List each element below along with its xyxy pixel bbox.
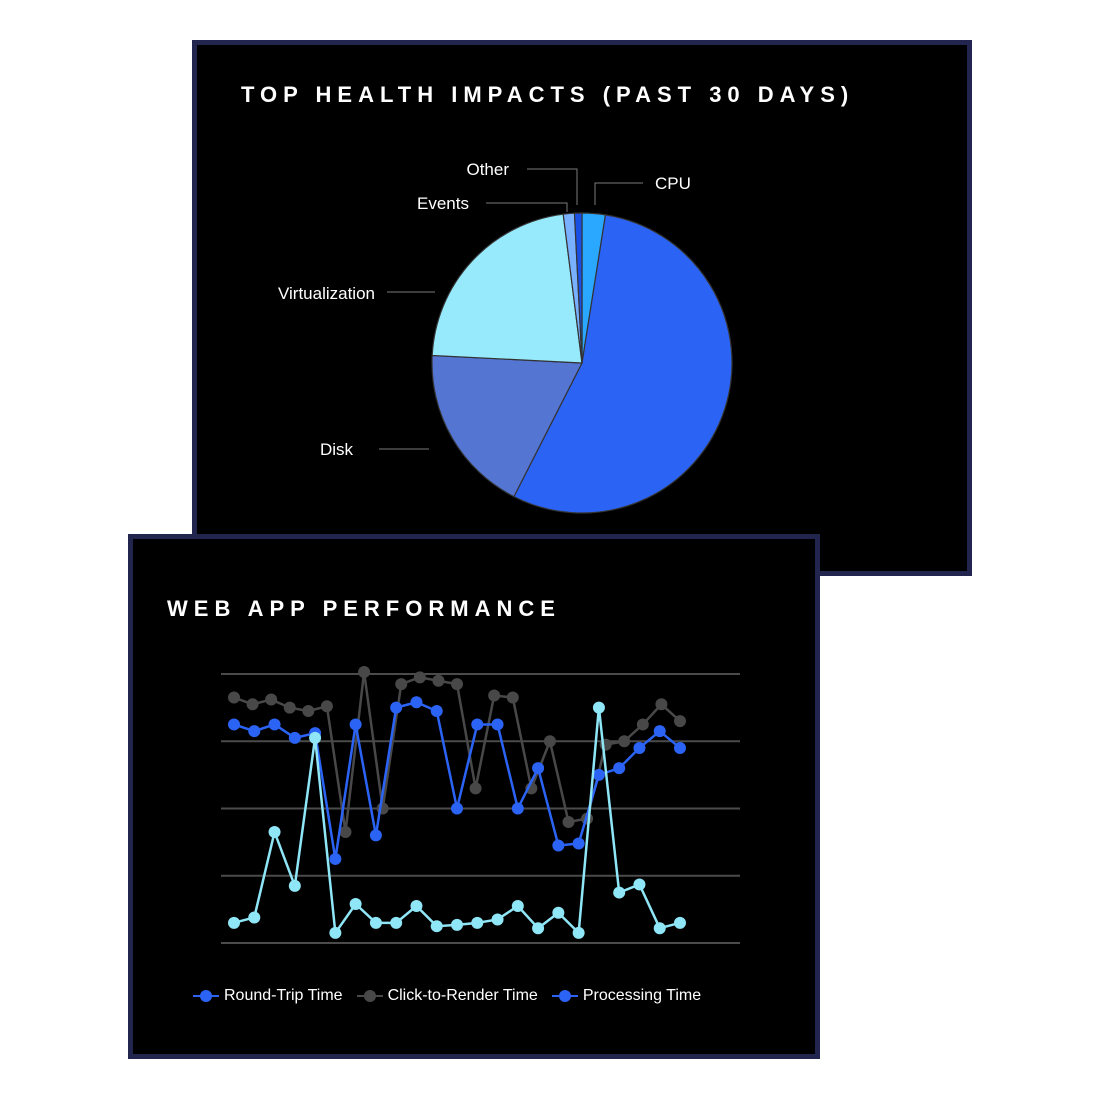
- data-point-round-trip-time[interactable]: [613, 762, 626, 775]
- data-point-round-trip-time[interactable]: [511, 802, 524, 815]
- data-point-round-trip-time[interactable]: [532, 762, 545, 775]
- data-point-click-to-render-time[interactable]: [506, 691, 519, 704]
- pie-chart: CPU Disk Virtualization Events Other: [278, 160, 733, 514]
- data-point-click-to-render-time[interactable]: [265, 693, 278, 706]
- line-chart-title: WEB APP PERFORMANCE: [167, 596, 561, 621]
- data-point-round-trip-time[interactable]: [410, 696, 423, 709]
- data-point-processing-time[interactable]: [369, 916, 382, 929]
- data-point-round-trip-time[interactable]: [228, 718, 240, 731]
- data-point-click-to-render-time[interactable]: [358, 665, 371, 678]
- data-point-round-trip-time[interactable]: [430, 704, 443, 717]
- data-point-processing-time[interactable]: [572, 926, 585, 939]
- legend-item-click-to-render[interactable]: Click-to-Render Time: [356, 987, 538, 1005]
- data-point-round-trip-time[interactable]: [329, 852, 342, 865]
- pie-label-disk: Disk: [320, 440, 354, 459]
- data-point-click-to-render-time[interactable]: [413, 671, 426, 684]
- series-processing-time: [228, 701, 686, 939]
- data-point-processing-time[interactable]: [410, 900, 423, 913]
- data-point-click-to-render-time[interactable]: [488, 689, 501, 702]
- line-chart-legend: Round-Trip Time Click-to-Render Time Pro…: [193, 987, 715, 1005]
- legend-label-processing: Processing Time: [582, 987, 702, 1004]
- data-point-round-trip-time[interactable]: [369, 829, 382, 842]
- leader-line-cpu: [594, 182, 643, 205]
- legend-item-round-trip[interactable]: Round-Trip Time: [193, 987, 343, 1005]
- legend-swatch-round-trip: [193, 990, 219, 1002]
- data-point-click-to-render-time[interactable]: [432, 674, 445, 687]
- health-impacts-panel: TOP HEALTH IMPACTS (PAST 30 DAYS) CPU Dis…: [192, 40, 972, 576]
- data-point-processing-time[interactable]: [309, 731, 322, 744]
- data-point-processing-time[interactable]: [451, 918, 463, 931]
- data-point-round-trip-time[interactable]: [268, 718, 281, 731]
- data-point-round-trip-time[interactable]: [349, 718, 362, 731]
- data-point-round-trip-time[interactable]: [288, 731, 301, 744]
- data-point-click-to-render-time[interactable]: [283, 701, 296, 714]
- data-point-processing-time[interactable]: [592, 701, 605, 714]
- pie-label-other: Other: [466, 160, 509, 179]
- series-round-trip-time: [228, 696, 686, 865]
- data-point-click-to-render-time[interactable]: [228, 691, 240, 704]
- data-point-processing-time[interactable]: [329, 926, 342, 939]
- data-point-round-trip-time[interactable]: [653, 725, 666, 738]
- pie-label-cpu: CPU: [655, 174, 691, 193]
- data-point-processing-time[interactable]: [390, 916, 403, 929]
- data-point-click-to-render-time[interactable]: [302, 704, 315, 717]
- data-point-click-to-render-time[interactable]: [636, 718, 649, 731]
- data-point-processing-time[interactable]: [633, 878, 646, 891]
- pie-slice-disk[interactable]: [431, 354, 583, 498]
- data-point-click-to-render-time[interactable]: [469, 782, 482, 795]
- data-point-click-to-render-time[interactable]: [451, 678, 463, 691]
- data-point-processing-time[interactable]: [349, 897, 362, 910]
- series-click-to-render-time: [228, 665, 686, 839]
- web-app-performance-panel: WEB APP PERFORMANCE Round-Trip Time Clic…: [128, 534, 820, 1059]
- pie-slice-other[interactable]: [573, 212, 583, 364]
- pie-label-virtualization: Virtualization: [278, 284, 375, 303]
- leader-line-events: [486, 202, 568, 212]
- data-point-processing-time[interactable]: [268, 826, 281, 839]
- data-point-click-to-render-time[interactable]: [395, 678, 408, 691]
- pie-chart-title: TOP HEALTH IMPACTS (PAST 30 DAYS): [241, 82, 855, 107]
- data-point-round-trip-time[interactable]: [451, 802, 463, 815]
- data-point-processing-time[interactable]: [228, 916, 240, 929]
- pie-label-events: Events: [417, 194, 469, 213]
- data-point-round-trip-time[interactable]: [390, 701, 403, 714]
- data-point-click-to-render-time[interactable]: [246, 698, 259, 711]
- data-point-round-trip-time[interactable]: [552, 839, 565, 852]
- data-point-processing-time[interactable]: [532, 922, 545, 935]
- legend-label-click-to-render: Click-to-Render Time: [387, 987, 538, 1004]
- data-point-round-trip-time[interactable]: [674, 741, 686, 754]
- data-point-click-to-render-time[interactable]: [320, 700, 333, 713]
- data-point-round-trip-time[interactable]: [491, 718, 504, 731]
- data-point-click-to-render-time[interactable]: [655, 698, 668, 711]
- data-point-click-to-render-time[interactable]: [543, 735, 556, 748]
- data-point-processing-time[interactable]: [430, 920, 443, 933]
- data-point-round-trip-time[interactable]: [592, 768, 605, 781]
- data-point-processing-time[interactable]: [471, 916, 484, 929]
- pie-slice-virtualization[interactable]: [431, 213, 583, 364]
- data-point-processing-time[interactable]: [288, 879, 301, 892]
- data-point-click-to-render-time[interactable]: [618, 735, 631, 748]
- data-point-processing-time[interactable]: [248, 911, 261, 924]
- data-point-processing-time[interactable]: [552, 906, 565, 919]
- data-point-round-trip-time[interactable]: [471, 718, 484, 731]
- data-point-round-trip-time[interactable]: [572, 837, 585, 850]
- line-chart: [221, 665, 740, 944]
- legend-swatch-click-to-render: [356, 990, 383, 1002]
- data-point-processing-time[interactable]: [653, 922, 666, 935]
- data-point-click-to-render-time[interactable]: [674, 715, 686, 728]
- data-point-round-trip-time[interactable]: [248, 725, 261, 738]
- data-point-click-to-render-time[interactable]: [562, 815, 575, 828]
- data-point-processing-time[interactable]: [674, 916, 686, 929]
- pie-slice-main[interactable]: [513, 214, 733, 514]
- data-point-click-to-render-time[interactable]: [339, 826, 352, 839]
- leader-line-other: [527, 168, 578, 205]
- legend-label-round-trip: Round-Trip Time: [224, 987, 343, 1004]
- legend-swatch-processing: [551, 990, 578, 1002]
- data-point-round-trip-time[interactable]: [633, 741, 646, 754]
- data-point-processing-time[interactable]: [491, 913, 504, 926]
- data-point-processing-time[interactable]: [613, 886, 626, 899]
- legend-item-processing[interactable]: Processing Time: [551, 987, 702, 1005]
- data-point-processing-time[interactable]: [511, 900, 524, 913]
